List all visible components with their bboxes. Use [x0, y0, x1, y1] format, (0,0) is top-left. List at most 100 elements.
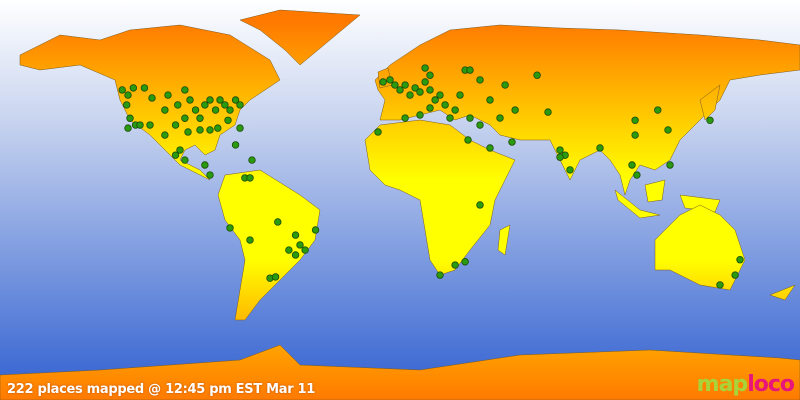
place-marker[interactable] — [416, 111, 424, 119]
place-marker[interactable] — [171, 151, 180, 159]
place-marker[interactable] — [311, 226, 320, 234]
place-marker[interactable] — [391, 81, 399, 89]
place-marker[interactable] — [191, 106, 200, 114]
place-marker[interactable] — [184, 128, 192, 136]
place-marker[interactable] — [421, 78, 429, 86]
place-marker[interactable] — [271, 273, 280, 281]
place-marker[interactable] — [511, 106, 519, 114]
place-marker[interactable] — [716, 281, 724, 289]
place-marker[interactable] — [501, 81, 509, 89]
place-marker[interactable] — [211, 106, 220, 114]
place-marker[interactable] — [464, 136, 472, 144]
place-marker[interactable] — [231, 141, 240, 149]
place-marker[interactable] — [148, 94, 156, 102]
place-marker[interactable] — [486, 144, 494, 152]
place-marker[interactable] — [456, 91, 464, 99]
place-marker[interactable] — [631, 116, 639, 124]
place-marker[interactable] — [206, 171, 214, 179]
place-marker[interactable] — [291, 231, 300, 239]
place-marker[interactable] — [226, 106, 234, 114]
place-marker[interactable] — [476, 121, 484, 129]
place-marker[interactable] — [533, 71, 541, 79]
place-marker[interactable] — [566, 166, 574, 174]
place-marker[interactable] — [466, 66, 474, 74]
place-marker[interactable] — [224, 116, 232, 124]
place-marker[interactable] — [451, 106, 459, 114]
place-marker[interactable] — [496, 114, 504, 122]
place-marker[interactable] — [301, 246, 309, 254]
place-marker[interactable] — [122, 101, 131, 109]
place-marker[interactable] — [176, 146, 184, 154]
place-marker[interactable] — [181, 114, 189, 122]
place-marker[interactable] — [246, 174, 254, 182]
place-marker[interactable] — [416, 88, 424, 96]
place-marker[interactable] — [426, 71, 434, 79]
place-marker[interactable] — [396, 86, 404, 94]
place-marker[interactable] — [186, 96, 194, 104]
place-marker[interactable] — [436, 91, 444, 99]
place-marker[interactable] — [146, 121, 154, 129]
place-marker[interactable] — [196, 126, 204, 134]
place-marker[interactable] — [426, 86, 434, 94]
place-marker[interactable] — [556, 146, 564, 154]
place-marker[interactable] — [285, 246, 293, 254]
place-marker[interactable] — [181, 156, 189, 164]
place-marker[interactable] — [124, 91, 132, 99]
place-marker[interactable] — [231, 96, 240, 104]
place-marker[interactable] — [401, 81, 409, 89]
place-marker[interactable] — [386, 76, 394, 84]
place-marker[interactable] — [201, 101, 209, 109]
place-marker[interactable] — [406, 91, 414, 99]
place-marker[interactable] — [201, 161, 209, 169]
place-marker[interactable] — [706, 116, 714, 124]
place-marker[interactable] — [126, 114, 134, 122]
place-marker[interactable] — [664, 126, 672, 134]
place-marker[interactable] — [161, 131, 169, 139]
place-marker[interactable] — [486, 96, 494, 104]
place-marker[interactable] — [556, 153, 564, 161]
place-marker[interactable] — [731, 271, 739, 279]
place-marker[interactable] — [236, 124, 244, 132]
place-marker[interactable] — [274, 218, 282, 226]
place-marker[interactable] — [248, 156, 256, 164]
place-marker[interactable] — [171, 121, 180, 129]
place-marker[interactable] — [436, 271, 444, 279]
place-marker[interactable] — [374, 128, 382, 136]
place-marker[interactable] — [161, 106, 169, 114]
place-marker[interactable] — [508, 138, 516, 146]
place-marker[interactable] — [206, 96, 214, 104]
place-marker[interactable] — [451, 261, 459, 269]
place-marker[interactable] — [736, 256, 744, 264]
place-marker[interactable] — [236, 101, 244, 109]
place-marker[interactable] — [441, 101, 449, 109]
place-marker[interactable] — [379, 78, 387, 86]
place-marker[interactable] — [174, 101, 182, 109]
place-marker[interactable] — [421, 64, 429, 72]
place-marker[interactable] — [631, 131, 639, 139]
place-marker[interactable] — [181, 86, 189, 94]
place-marker[interactable] — [544, 108, 552, 116]
place-marker[interactable] — [214, 124, 222, 132]
place-marker[interactable] — [654, 106, 662, 114]
maploco-logo[interactable]: maploco — [697, 372, 795, 397]
place-marker[interactable] — [476, 201, 484, 209]
place-marker[interactable] — [118, 86, 126, 94]
place-marker[interactable] — [666, 161, 674, 169]
place-marker[interactable] — [596, 144, 604, 152]
place-marker[interactable] — [124, 124, 132, 132]
place-marker[interactable] — [226, 224, 234, 232]
place-marker[interactable] — [411, 84, 419, 92]
place-marker[interactable] — [633, 171, 641, 179]
place-marker[interactable] — [206, 126, 214, 134]
place-marker[interactable] — [140, 84, 149, 92]
place-marker[interactable] — [216, 96, 224, 104]
place-marker[interactable] — [476, 76, 484, 84]
place-marker[interactable] — [461, 258, 469, 266]
place-marker[interactable] — [221, 101, 229, 109]
place-marker[interactable] — [446, 114, 454, 122]
place-marker[interactable] — [196, 114, 204, 122]
place-marker[interactable] — [291, 251, 300, 259]
place-marker[interactable] — [136, 121, 144, 129]
place-marker[interactable] — [426, 104, 434, 112]
